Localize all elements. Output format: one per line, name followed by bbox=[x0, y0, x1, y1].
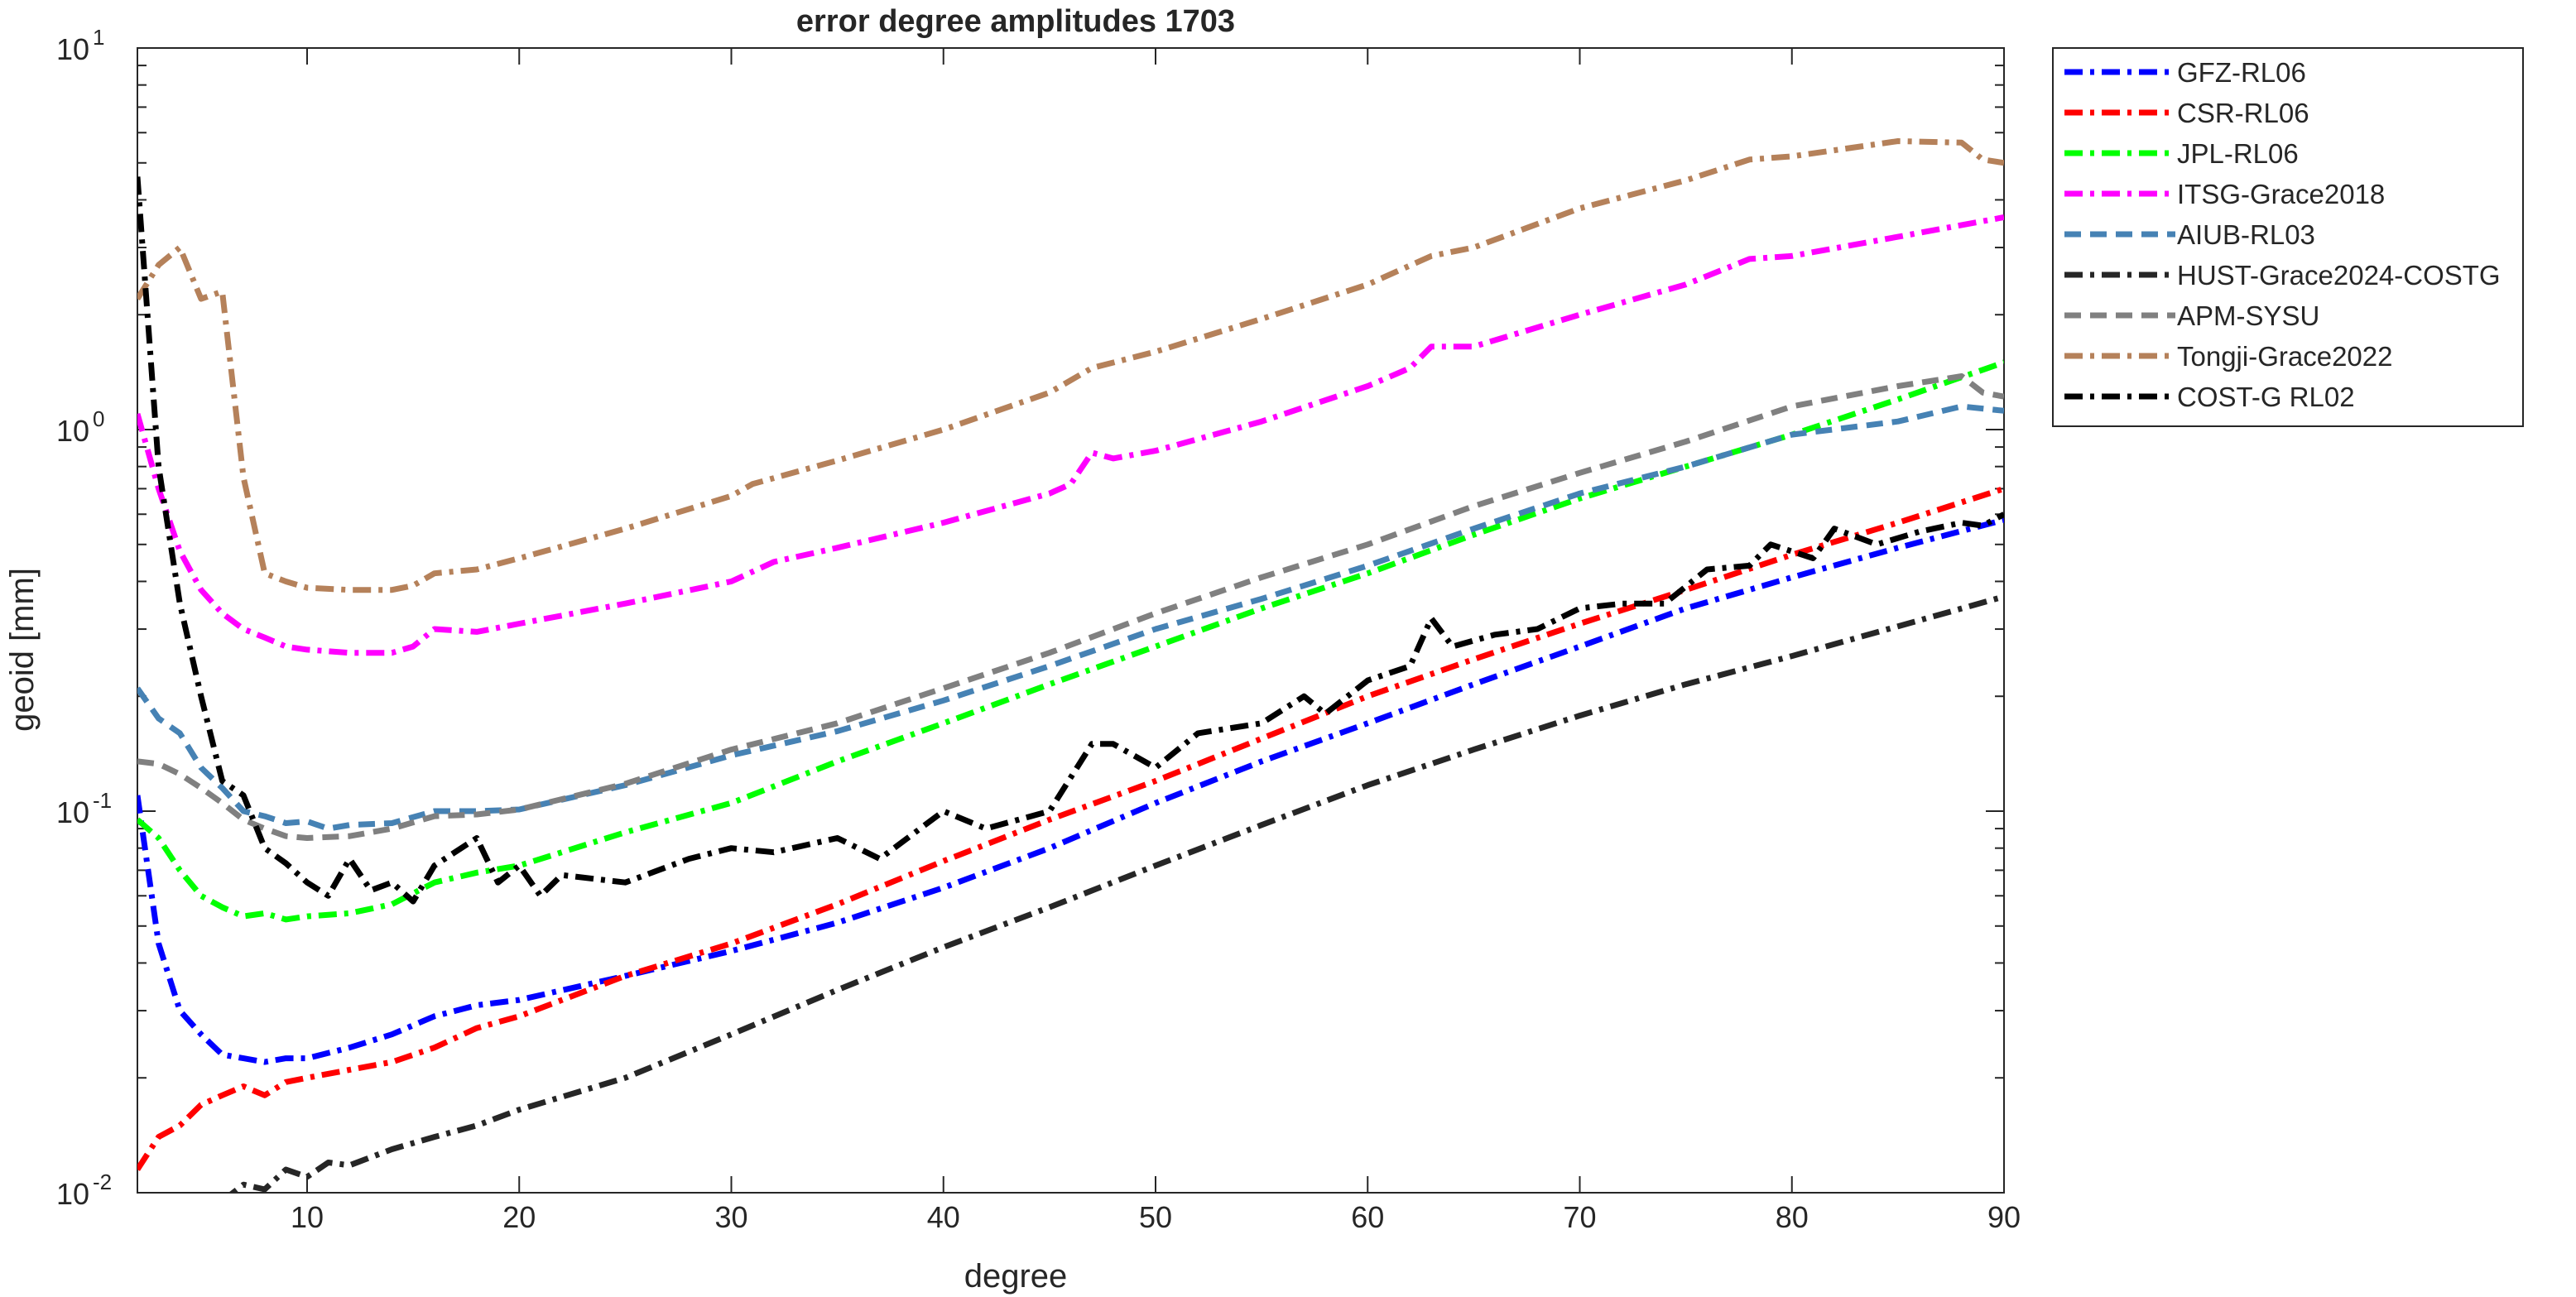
legend-label: CSR-RL06 bbox=[2177, 98, 2309, 128]
legend-label: APM-SYSU bbox=[2177, 300, 2319, 331]
legend-label: HUST-Grace2024-COSTG bbox=[2177, 260, 2501, 291]
y-axis-label: geoid [mm] bbox=[4, 568, 41, 732]
legend-label: Tongji-Grace2022 bbox=[2177, 341, 2393, 372]
x-tick-label: 10 bbox=[291, 1200, 324, 1234]
y-tick-exponent: 0 bbox=[93, 406, 104, 431]
x-tick-label: 50 bbox=[1139, 1200, 1172, 1234]
x-tick-label: 80 bbox=[1776, 1200, 1809, 1234]
series-line-1 bbox=[137, 486, 2004, 1171]
legend-label: COST-G RL02 bbox=[2177, 382, 2355, 412]
y-tick-label: 10 bbox=[56, 1177, 89, 1211]
y-tick-exponent: -2 bbox=[93, 1170, 112, 1194]
series-line-5 bbox=[228, 593, 2004, 1193]
legend-label: ITSG-Grace2018 bbox=[2177, 179, 2385, 209]
series-group bbox=[137, 138, 2004, 1193]
series-line-0 bbox=[137, 516, 2004, 1065]
series-line-4 bbox=[137, 403, 2004, 832]
axes-box bbox=[137, 47, 2005, 1194]
x-tick-label: 60 bbox=[1351, 1200, 1384, 1234]
legend-label: JPL-RL06 bbox=[2177, 138, 2299, 169]
y-tick-label: 10 bbox=[56, 795, 89, 829]
y-tick-label: 10 bbox=[56, 414, 89, 448]
x-tick-label: 90 bbox=[1987, 1200, 2021, 1234]
series-line-8 bbox=[137, 176, 2004, 905]
chart-title: error degree amplitudes 1703 bbox=[796, 4, 1235, 39]
y-tick-exponent: 1 bbox=[93, 25, 104, 50]
series-line-7 bbox=[137, 138, 2004, 593]
y-tick-exponent: -1 bbox=[93, 788, 112, 813]
series-line-3 bbox=[137, 214, 2004, 656]
series-line-2 bbox=[137, 359, 2004, 923]
x-tick-label: 40 bbox=[927, 1200, 960, 1234]
legend-label: GFZ-RL06 bbox=[2177, 57, 2306, 88]
x-tick-label: 20 bbox=[502, 1200, 536, 1234]
series-line-6 bbox=[137, 373, 2004, 841]
legend-label: AIUB-RL03 bbox=[2177, 219, 2315, 250]
y-tick-label: 10 bbox=[56, 32, 89, 66]
x-tick-label: 30 bbox=[714, 1200, 747, 1234]
x-tick-label: 70 bbox=[1563, 1200, 1596, 1234]
x-axis-label: degree bbox=[964, 1258, 1068, 1295]
legend: GFZ-RL06 CSR-RL06 JPL-RL06 ITSG-Grace2018 AI… bbox=[2052, 47, 2524, 427]
